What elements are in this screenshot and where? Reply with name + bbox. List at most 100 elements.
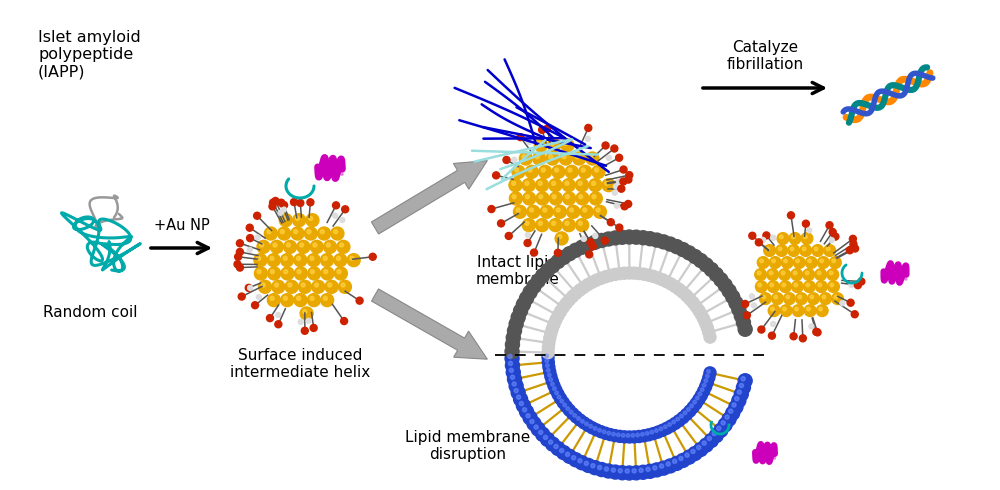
Circle shape [772, 293, 783, 304]
Circle shape [572, 456, 576, 460]
Circle shape [259, 280, 271, 294]
Circle shape [505, 232, 512, 240]
Circle shape [539, 126, 546, 133]
Circle shape [615, 466, 629, 480]
Circle shape [771, 235, 776, 240]
Circle shape [267, 294, 280, 307]
Circle shape [527, 279, 541, 294]
Circle shape [350, 256, 354, 260]
Circle shape [588, 461, 602, 475]
Circle shape [755, 269, 766, 280]
Circle shape [673, 415, 685, 427]
Circle shape [709, 268, 723, 281]
Circle shape [650, 463, 664, 477]
Circle shape [684, 405, 696, 417]
Circle shape [555, 391, 558, 395]
Circle shape [281, 294, 294, 307]
Circle shape [301, 283, 305, 287]
Circle shape [802, 247, 806, 251]
Circle shape [275, 321, 282, 328]
Circle shape [555, 168, 559, 172]
Circle shape [676, 417, 679, 421]
Circle shape [542, 346, 554, 359]
Circle shape [288, 283, 292, 287]
Circle shape [650, 233, 664, 247]
Circle shape [293, 214, 306, 227]
Circle shape [656, 274, 668, 286]
Circle shape [600, 270, 612, 283]
Circle shape [621, 434, 625, 437]
Circle shape [787, 212, 794, 219]
Circle shape [793, 271, 797, 275]
Circle shape [722, 412, 736, 426]
Circle shape [645, 432, 649, 435]
Circle shape [512, 165, 525, 178]
Circle shape [515, 168, 519, 172]
Circle shape [617, 433, 620, 437]
Circle shape [551, 441, 565, 456]
Circle shape [618, 468, 622, 473]
Circle shape [621, 203, 628, 210]
Circle shape [655, 429, 658, 432]
Circle shape [525, 195, 529, 199]
Circle shape [519, 152, 532, 165]
Circle shape [254, 212, 261, 219]
Circle shape [589, 243, 596, 250]
Circle shape [546, 368, 550, 372]
Circle shape [814, 329, 821, 336]
Circle shape [516, 208, 520, 212]
Circle shape [700, 381, 712, 392]
Circle shape [653, 466, 657, 470]
Circle shape [247, 247, 252, 252]
Circle shape [818, 283, 822, 287]
Circle shape [525, 221, 529, 225]
Circle shape [563, 449, 577, 464]
Circle shape [602, 179, 615, 192]
Circle shape [780, 305, 792, 317]
Circle shape [268, 267, 281, 280]
Circle shape [270, 241, 283, 253]
Circle shape [769, 257, 781, 269]
Circle shape [593, 233, 598, 239]
Circle shape [294, 254, 307, 267]
Circle shape [569, 410, 573, 414]
Circle shape [546, 152, 559, 165]
Circle shape [307, 254, 320, 267]
Circle shape [732, 403, 736, 407]
Circle shape [578, 181, 582, 185]
Circle shape [318, 227, 331, 240]
Circle shape [334, 254, 347, 267]
Circle shape [805, 271, 809, 275]
Circle shape [333, 213, 338, 218]
Circle shape [555, 392, 567, 405]
Circle shape [633, 268, 645, 279]
Circle shape [589, 424, 593, 428]
Circle shape [619, 431, 631, 443]
Circle shape [310, 241, 323, 253]
Circle shape [557, 445, 571, 460]
Circle shape [528, 168, 532, 172]
Circle shape [310, 256, 314, 260]
Circle shape [526, 140, 531, 145]
Circle shape [284, 270, 288, 274]
Circle shape [779, 235, 783, 239]
Circle shape [832, 233, 839, 240]
Circle shape [607, 219, 614, 226]
Circle shape [646, 467, 650, 471]
Circle shape [523, 285, 537, 299]
Text: Catalyze
fibrillation: Catalyze fibrillation [726, 40, 804, 72]
Circle shape [563, 403, 566, 407]
Circle shape [543, 435, 548, 440]
Circle shape [805, 257, 817, 269]
Circle shape [699, 438, 713, 452]
Circle shape [688, 249, 702, 264]
Circle shape [281, 201, 288, 209]
Circle shape [615, 230, 629, 244]
Circle shape [326, 243, 330, 247]
Circle shape [255, 235, 260, 240]
Circle shape [817, 271, 821, 275]
Circle shape [591, 274, 603, 286]
Circle shape [298, 319, 303, 324]
Circle shape [685, 453, 689, 457]
Circle shape [552, 181, 556, 185]
